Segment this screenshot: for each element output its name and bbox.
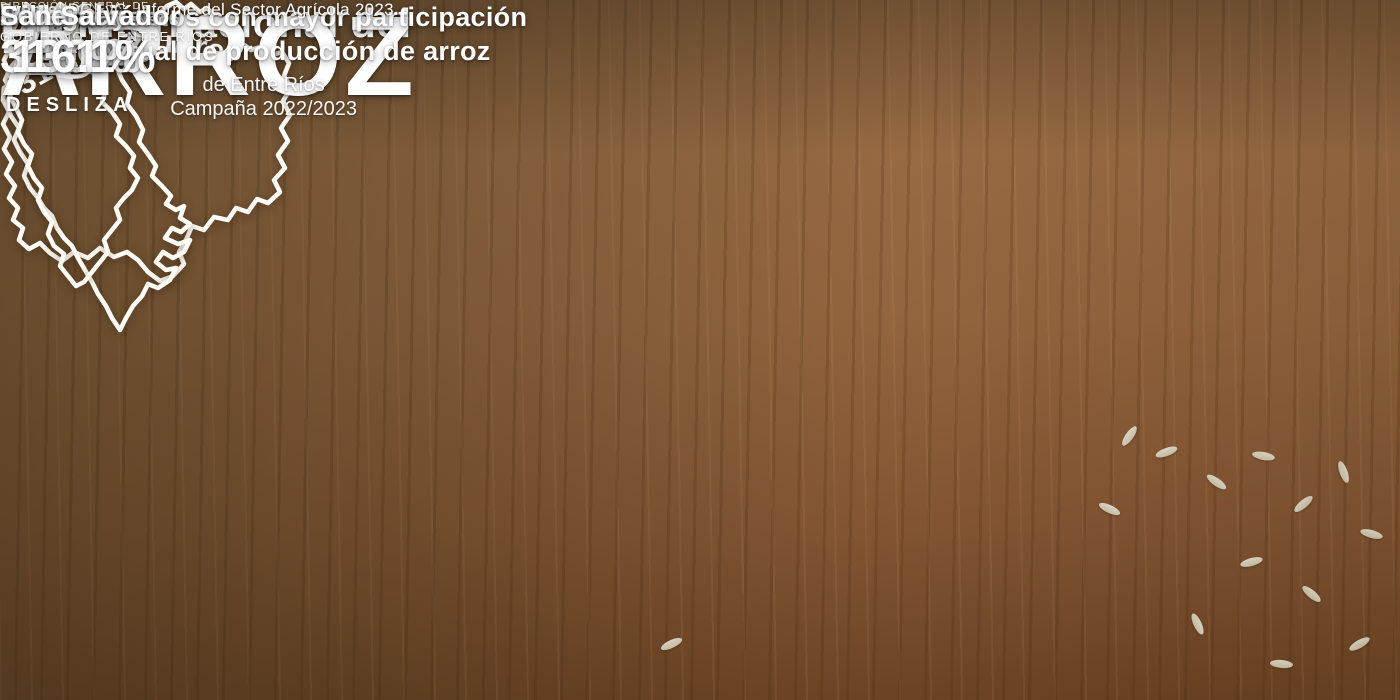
swipe-control[interactable]: DESLIZA — [0, 0, 134, 117]
chart-subtitle-region: de Entre Ríos — [202, 74, 325, 96]
organization-block: DIRECCIÓN GENERAL DE ESTADÍSTICA Y CENSO… — [0, 0, 214, 45]
dept-label-federacion: Federación 13.1% — [0, 0, 152, 80]
villaguay-map-outline — [0, 0, 294, 284]
org-line-1: DIRECCIÓN GENERAL DE — [0, 0, 150, 12]
dept-value: 13.1% — [10, 30, 142, 83]
swipe-hand-icon — [42, 6, 95, 79]
source-label: Fuente — [0, 0, 58, 19]
swipe-label: DESLIZA — [6, 94, 134, 116]
org-line-2: ESTADÍSTICA Y CENSOS — [0, 13, 180, 28]
page-title: ARROZ — [0, 0, 417, 119]
san-salvador-map-outline — [1, 1, 141, 289]
chart-subtitle-season: Campaña 2022/2023 — [170, 98, 358, 120]
source-citation: Fuente: DGEyC, Informe del Sector Agríco… — [0, 0, 399, 20]
dept-label-san-salvador: San Salvador 16.1% — [0, 0, 181, 80]
dept-name: San Salvador — [0, 0, 182, 31]
source-text: : DGEyC, Informe del Sector Agrícola 202… — [57, 0, 399, 19]
chart-header: Departamentos con mayor participación po… — [0, 0, 527, 121]
federacion-map-outline — [2, 2, 193, 333]
dept-value: 31.0% — [0, 30, 131, 83]
dept-name: Villaguay — [2, 0, 128, 31]
er-logo: ER — [0, 1, 79, 66]
date-arc-text: 31 de octubre — [8, 23, 229, 102]
org-line-3: GOBIERNO DE ENTRE RÍOS — [0, 29, 215, 44]
chart-title-line2: porcentual de producción de arroz — [36, 36, 491, 66]
chart-title-line1: Departamentos con mayor participación — [0, 2, 528, 32]
dept-value: 16.1% — [25, 30, 156, 83]
dept-label-villaguay: Villaguay 31.0% — [0, 0, 130, 80]
dept-name: Federación — [0, 0, 153, 31]
